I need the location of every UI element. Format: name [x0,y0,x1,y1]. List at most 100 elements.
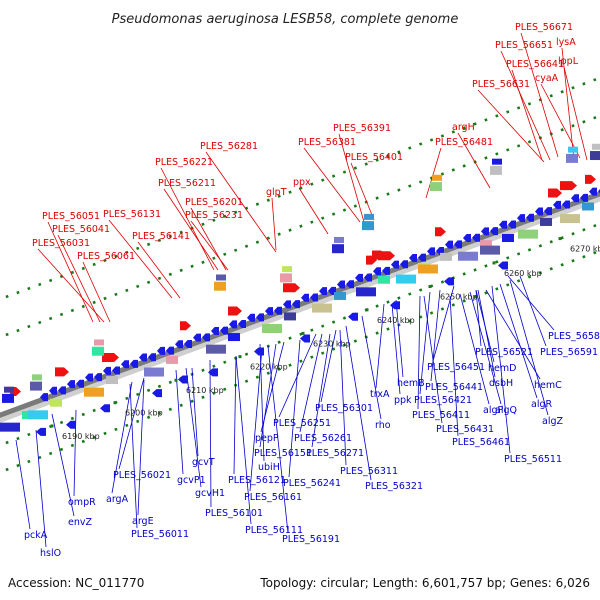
forward-gene-leader [82,261,111,323]
gene-block [518,229,538,239]
kbp-scale: 6190 kbp 6200 kbp 6210 kbp 6220 kbp 6230 kbp… [50,237,600,441]
kbp-tick-label: 6190 kbp [62,432,100,441]
forward-gene-leader [303,147,361,223]
forward-gene-label: PLES_56141 [132,231,190,242]
reverse-gene-label: PLES_56021 [113,470,171,481]
reverse-gene-label: hemD [488,363,516,374]
gene-block [440,252,452,261]
gene-block [92,346,104,356]
gene-block [480,240,492,249]
gene-arrow [152,389,162,398]
genome-summary-text: Topology: circular; Length: 6,601,757 bp… [259,576,590,590]
reverse-gene-label: PLES_56461 [452,437,510,448]
reverse-gene-leader [15,439,31,530]
reverse-gene-leader [320,329,337,403]
gene-block [94,339,104,346]
forward-gene-label: PLES_56211 [158,178,216,189]
kbp-tick-label: 6200 kbp [125,409,163,418]
gene-block [396,274,416,284]
reverse-gene-label: PLES_56441 [425,382,483,393]
reverse-gene-leader [191,367,199,457]
reverse-gene-label: PLES_56311 [340,466,398,477]
reverse-gene-leader [417,295,421,410]
kbp-tick-label: 6260 kbp [504,269,542,278]
forward-gene-leader [137,241,181,299]
kbp-tick-label: 6270 kbp [570,245,600,254]
forward-gene-leader [57,234,101,323]
forward-gene-leader [425,147,442,199]
reverse-gene-leader [339,329,347,466]
forward-gene-label: cyaA [535,73,559,84]
forward-gene-label: PLES_56221 [155,157,213,168]
gene-arrow [373,267,381,276]
forward-gene-label: ppx [293,177,311,188]
forward-gene-label: PLES_56631 [472,79,530,90]
forward-gene-leader [561,47,575,161]
reverse-gene-leader [209,359,212,508]
gene-arrow [220,326,228,335]
gene-arrow [463,234,471,243]
gene-block [490,165,502,175]
gene-arrow [427,247,435,256]
gene-arrow [40,393,48,402]
gene-arrow [526,213,534,222]
accession-text: Accession: NC_011770 [8,576,144,590]
gene-arrow [337,280,345,289]
reverse-gene-label: algQ [495,405,517,416]
gene-arrow [49,386,57,395]
reverse-gene-label: hemC [534,380,562,391]
forward-gene-leader [520,32,559,158]
gene-arrow [472,233,480,242]
gene-arrow [409,253,417,262]
reverse-gene-label: PLES_56101 [205,508,263,519]
gene-arrow [283,300,291,309]
reverse-gene-leader [419,291,431,395]
reverse-gene-leader [375,303,385,389]
forward-gene-leader [457,132,491,189]
gene-arrow [66,420,76,429]
forward-gene-label: PLES_56481 [435,137,493,148]
reverse-gene-label: PLES_56591 [540,347,598,358]
reverse-gene-label: PLES_56251 [273,418,331,429]
reverse-gene-leader [299,333,323,433]
gene-arrow [178,375,188,384]
gene-arrow [553,200,561,209]
gene-block [568,146,578,153]
reverse-gene-label: PLES_56111 [245,525,303,536]
forward-gene-label: PLES_56281 [200,141,258,152]
gene-block [566,153,578,163]
gene-block [560,214,580,224]
gene-block [32,374,42,381]
reverse-gene-label: ppk [394,395,412,406]
reverse-gene-label: ompR [68,497,96,508]
gene-arrow [348,312,358,321]
reverse-gene-label: rho [375,420,391,431]
gene-block [592,143,600,150]
gene-block [2,393,14,403]
gene-block [28,410,48,420]
gene-block [4,386,14,393]
gene-arrow [193,333,201,342]
gene-block [458,251,478,261]
reverse-gene-label: gcvP1 [177,475,206,486]
gene-arrow [103,366,111,375]
gene-arrow [481,227,489,236]
gene-block [378,275,390,284]
kbp-tick-label: 6220 kbp [250,363,288,372]
reverse-gene-label: PLES_56261 [294,433,352,444]
gene-arrow [55,367,69,377]
reverse-gene-leader [311,333,331,448]
forward-gene-label: PLES_56381 [298,137,356,148]
dotted-track-lines [0,76,600,474]
gene-arrow [157,346,165,355]
forward-gene-leader [47,221,94,323]
gene-block [214,281,226,291]
gene-arrow [382,266,390,275]
gene-arrow [112,366,120,375]
kbp-tick-label: 6240 kbp [377,316,415,325]
gene-block [144,367,164,377]
forward-gene-leader [298,187,329,235]
reverse-gene-leader [235,355,252,525]
gene-arrow [175,340,183,349]
